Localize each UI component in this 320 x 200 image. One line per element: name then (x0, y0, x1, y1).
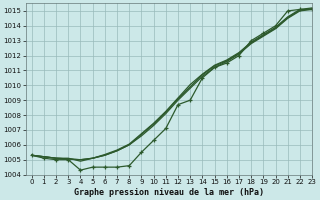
X-axis label: Graphe pression niveau de la mer (hPa): Graphe pression niveau de la mer (hPa) (74, 188, 264, 197)
